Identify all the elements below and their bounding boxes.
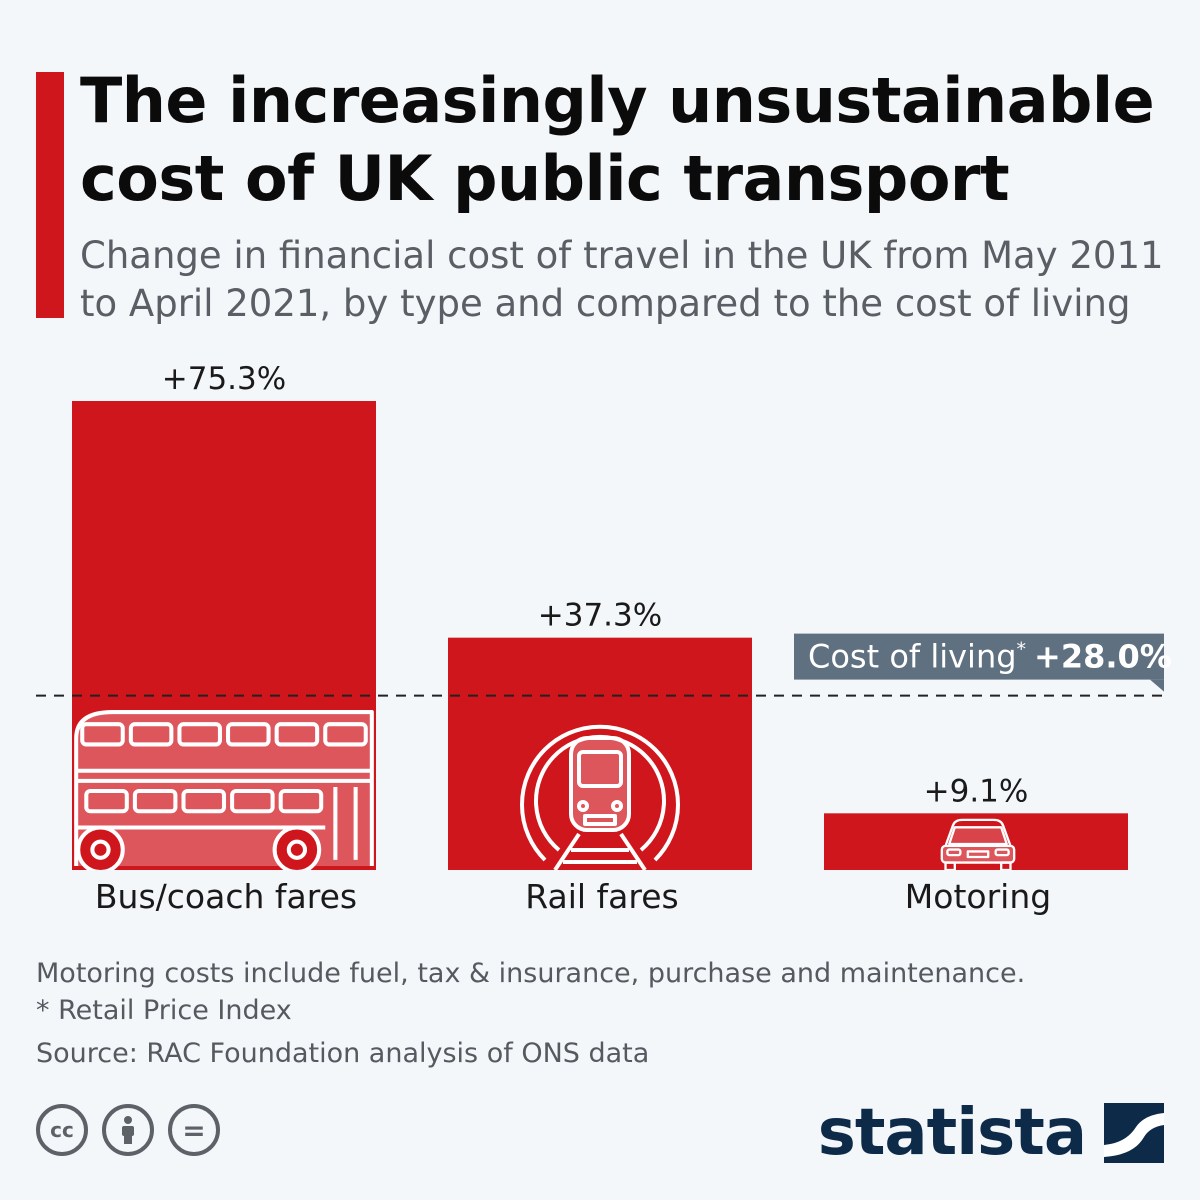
motoring-note: Motoring costs include fuel, tax & insur… (36, 958, 1026, 989)
reference-name: Cost of living (808, 638, 1017, 676)
bus-icon (76, 712, 372, 872)
creative-commons-icon[interactable]: cc (36, 1104, 88, 1156)
attribution-icon[interactable] (102, 1104, 154, 1156)
title-accent-bar (36, 72, 64, 318)
license-icons: cc = (36, 1104, 220, 1156)
cost-of-living-label: Cost of living* +28.0% (808, 638, 1172, 676)
brand-name: statista (817, 1096, 1087, 1170)
value-label: +37.3% (538, 598, 662, 634)
chart-subtitle: Change in financial cost of travel in th… (80, 234, 1164, 325)
person-icon (122, 1116, 134, 1144)
value-label: +75.3% (162, 361, 286, 397)
reference-asterisk: * (1017, 639, 1027, 661)
no-derivatives-icon[interactable]: = (168, 1104, 220, 1156)
chart-title: The increasingly unsustainable cost of U… (80, 64, 1155, 215)
category-label: Rail fares (525, 877, 678, 916)
category-label: Bus/coach fares (95, 877, 357, 916)
reference-value: +28.0% (1034, 638, 1172, 676)
value-label: +9.1% (924, 773, 1029, 809)
bar-chart: +75.3% Bus/coach fares +37.3% Rail fares +9.… (36, 361, 1172, 916)
category-label: Motoring (905, 877, 1051, 916)
callout-pointer (1150, 679, 1164, 692)
source-note: Source: RAC Foundation analysis of ONS d… (36, 1038, 650, 1069)
statista-logo[interactable]: statista (818, 1096, 1164, 1170)
car-icon (940, 818, 1016, 870)
cost-of-living-callout (794, 633, 1164, 680)
statista-mark-icon (1104, 1103, 1164, 1163)
asterisk-note: * Retail Price Index (36, 995, 292, 1026)
